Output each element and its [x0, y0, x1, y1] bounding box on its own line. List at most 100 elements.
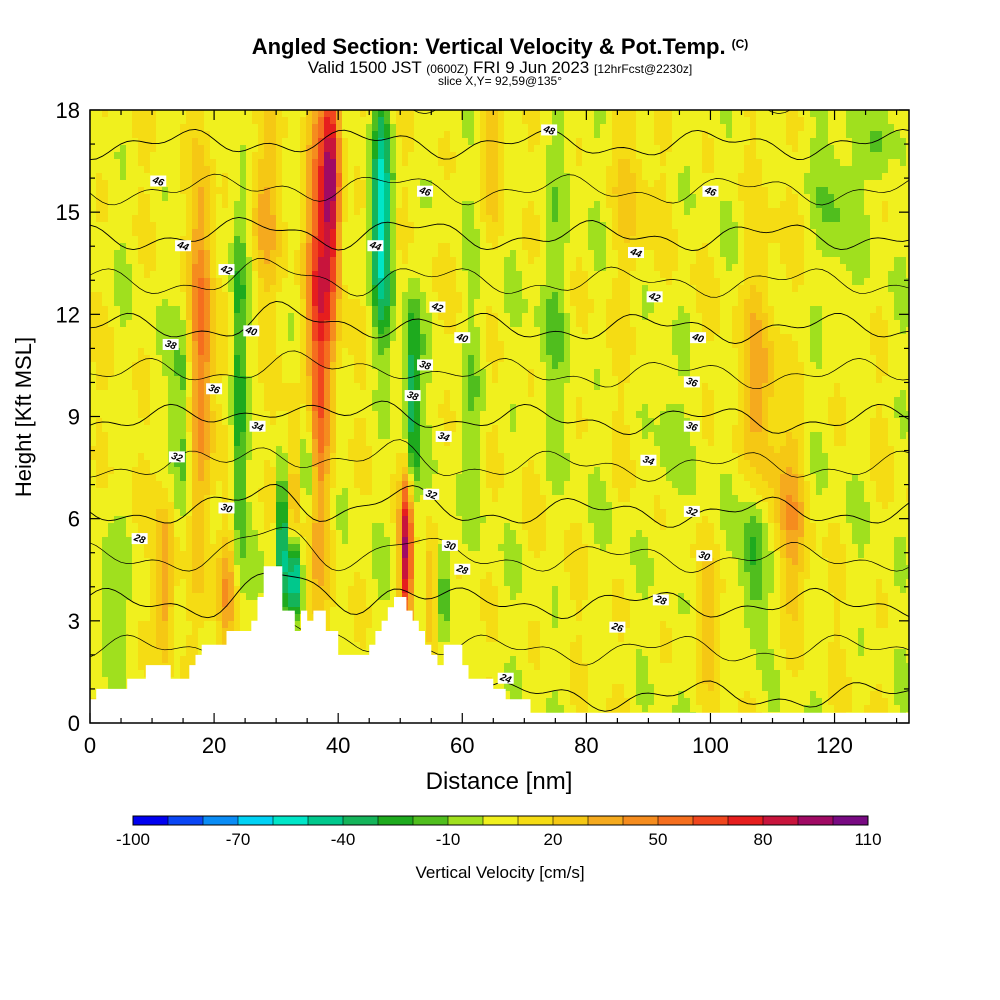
velocity-cell: [180, 621, 187, 629]
velocity-cell: [312, 467, 319, 475]
velocity-cell: [144, 285, 151, 293]
velocity-cell: [372, 453, 379, 461]
velocity-cell: [210, 306, 217, 314]
velocity-cell: [396, 537, 403, 545]
velocity-cell: [96, 271, 103, 279]
velocity-cell: [198, 222, 205, 230]
velocity-cell: [186, 166, 193, 174]
velocity-cell: [372, 110, 379, 118]
velocity-cell: [336, 495, 343, 503]
velocity-cell: [90, 502, 97, 510]
velocity-cell: [192, 621, 199, 629]
velocity-cell: [186, 201, 193, 209]
velocity-cell: [180, 614, 187, 622]
velocity-cell: [132, 607, 139, 615]
velocity-cell: [372, 411, 379, 419]
velocity-cell: [300, 166, 307, 174]
velocity-cell: [354, 278, 361, 286]
velocity-cell: [228, 614, 235, 622]
velocity-cell: [162, 495, 169, 503]
velocity-cell: [318, 467, 325, 475]
velocity-cell: [276, 495, 283, 503]
velocity-cell: [246, 558, 253, 566]
velocity-cell: [372, 341, 379, 349]
velocity-cell: [180, 593, 187, 601]
velocity-cell: [96, 236, 103, 244]
velocity-cell: [234, 502, 241, 510]
velocity-cell: [390, 243, 397, 251]
velocity-cell: [174, 278, 181, 286]
velocity-cell: [426, 124, 433, 132]
velocity-cell: [420, 516, 427, 524]
velocity-cell: [180, 495, 187, 503]
velocity-cell: [402, 432, 409, 440]
velocity-cell: [102, 488, 109, 496]
velocity-cell: [144, 495, 151, 503]
velocity-cell: [126, 446, 133, 454]
velocity-cell: [312, 257, 319, 265]
velocity-cell: [390, 544, 397, 552]
velocity-cell: [114, 131, 121, 139]
velocity-cell: [372, 530, 379, 538]
velocity-cell: [96, 173, 103, 181]
velocity-cell: [96, 425, 103, 433]
velocity-cell: [372, 404, 379, 412]
velocity-cell: [306, 453, 313, 461]
velocity-cell: [288, 194, 295, 202]
velocity-cell: [186, 138, 193, 146]
velocity-cell: [210, 586, 217, 594]
velocity-cell: [198, 495, 205, 503]
velocity-cell: [210, 348, 217, 356]
velocity-cell: [96, 572, 103, 580]
velocity-cell: [420, 614, 427, 622]
velocity-cell: [138, 180, 145, 188]
velocity-cell: [228, 516, 235, 524]
velocity-cell: [378, 166, 385, 174]
velocity-cell: [174, 313, 181, 321]
velocity-cell: [126, 201, 133, 209]
velocity-cell: [102, 439, 109, 447]
velocity-cell: [390, 264, 397, 272]
velocity-cell: [276, 446, 283, 454]
velocity-cell: [336, 222, 343, 230]
velocity-cell: [366, 502, 373, 510]
velocity-cell: [246, 124, 253, 132]
velocity-cell: [270, 495, 277, 503]
velocity-cell: [288, 271, 295, 279]
velocity-cell: [240, 432, 247, 440]
velocity-cell: [336, 117, 343, 125]
velocity-cell: [396, 110, 403, 118]
velocity-cell: [240, 516, 247, 524]
velocity-cell: [258, 166, 265, 174]
velocity-cell: [342, 425, 349, 433]
velocity-cell: [90, 467, 97, 475]
velocity-cell: [198, 117, 205, 125]
velocity-cell: [144, 635, 151, 643]
velocity-cell: [132, 159, 139, 167]
velocity-cell: [342, 572, 349, 580]
velocity-cell: [246, 432, 253, 440]
velocity-cell: [156, 397, 163, 405]
velocity-cell: [282, 565, 289, 573]
velocity-cell: [324, 194, 331, 202]
velocity-cell: [324, 565, 331, 573]
velocity-cell: [324, 152, 331, 160]
velocity-cell: [354, 187, 361, 195]
velocity-cell: [222, 376, 229, 384]
velocity-cell: [126, 222, 133, 230]
velocity-cell: [132, 600, 139, 608]
velocity-cell: [276, 334, 283, 342]
velocity-cell: [192, 348, 199, 356]
velocity-cell: [114, 390, 121, 398]
velocity-cell: [318, 537, 325, 545]
velocity-cell: [156, 292, 163, 300]
velocity-cell: [414, 215, 421, 223]
velocity-cell: [102, 397, 109, 405]
velocity-cell: [360, 565, 367, 573]
velocity-cell: [258, 152, 265, 160]
velocity-cell: [198, 544, 205, 552]
velocity-cell: [366, 621, 373, 629]
velocity-cell: [336, 243, 343, 251]
velocity-cell: [192, 313, 199, 321]
velocity-cell: [330, 271, 337, 279]
